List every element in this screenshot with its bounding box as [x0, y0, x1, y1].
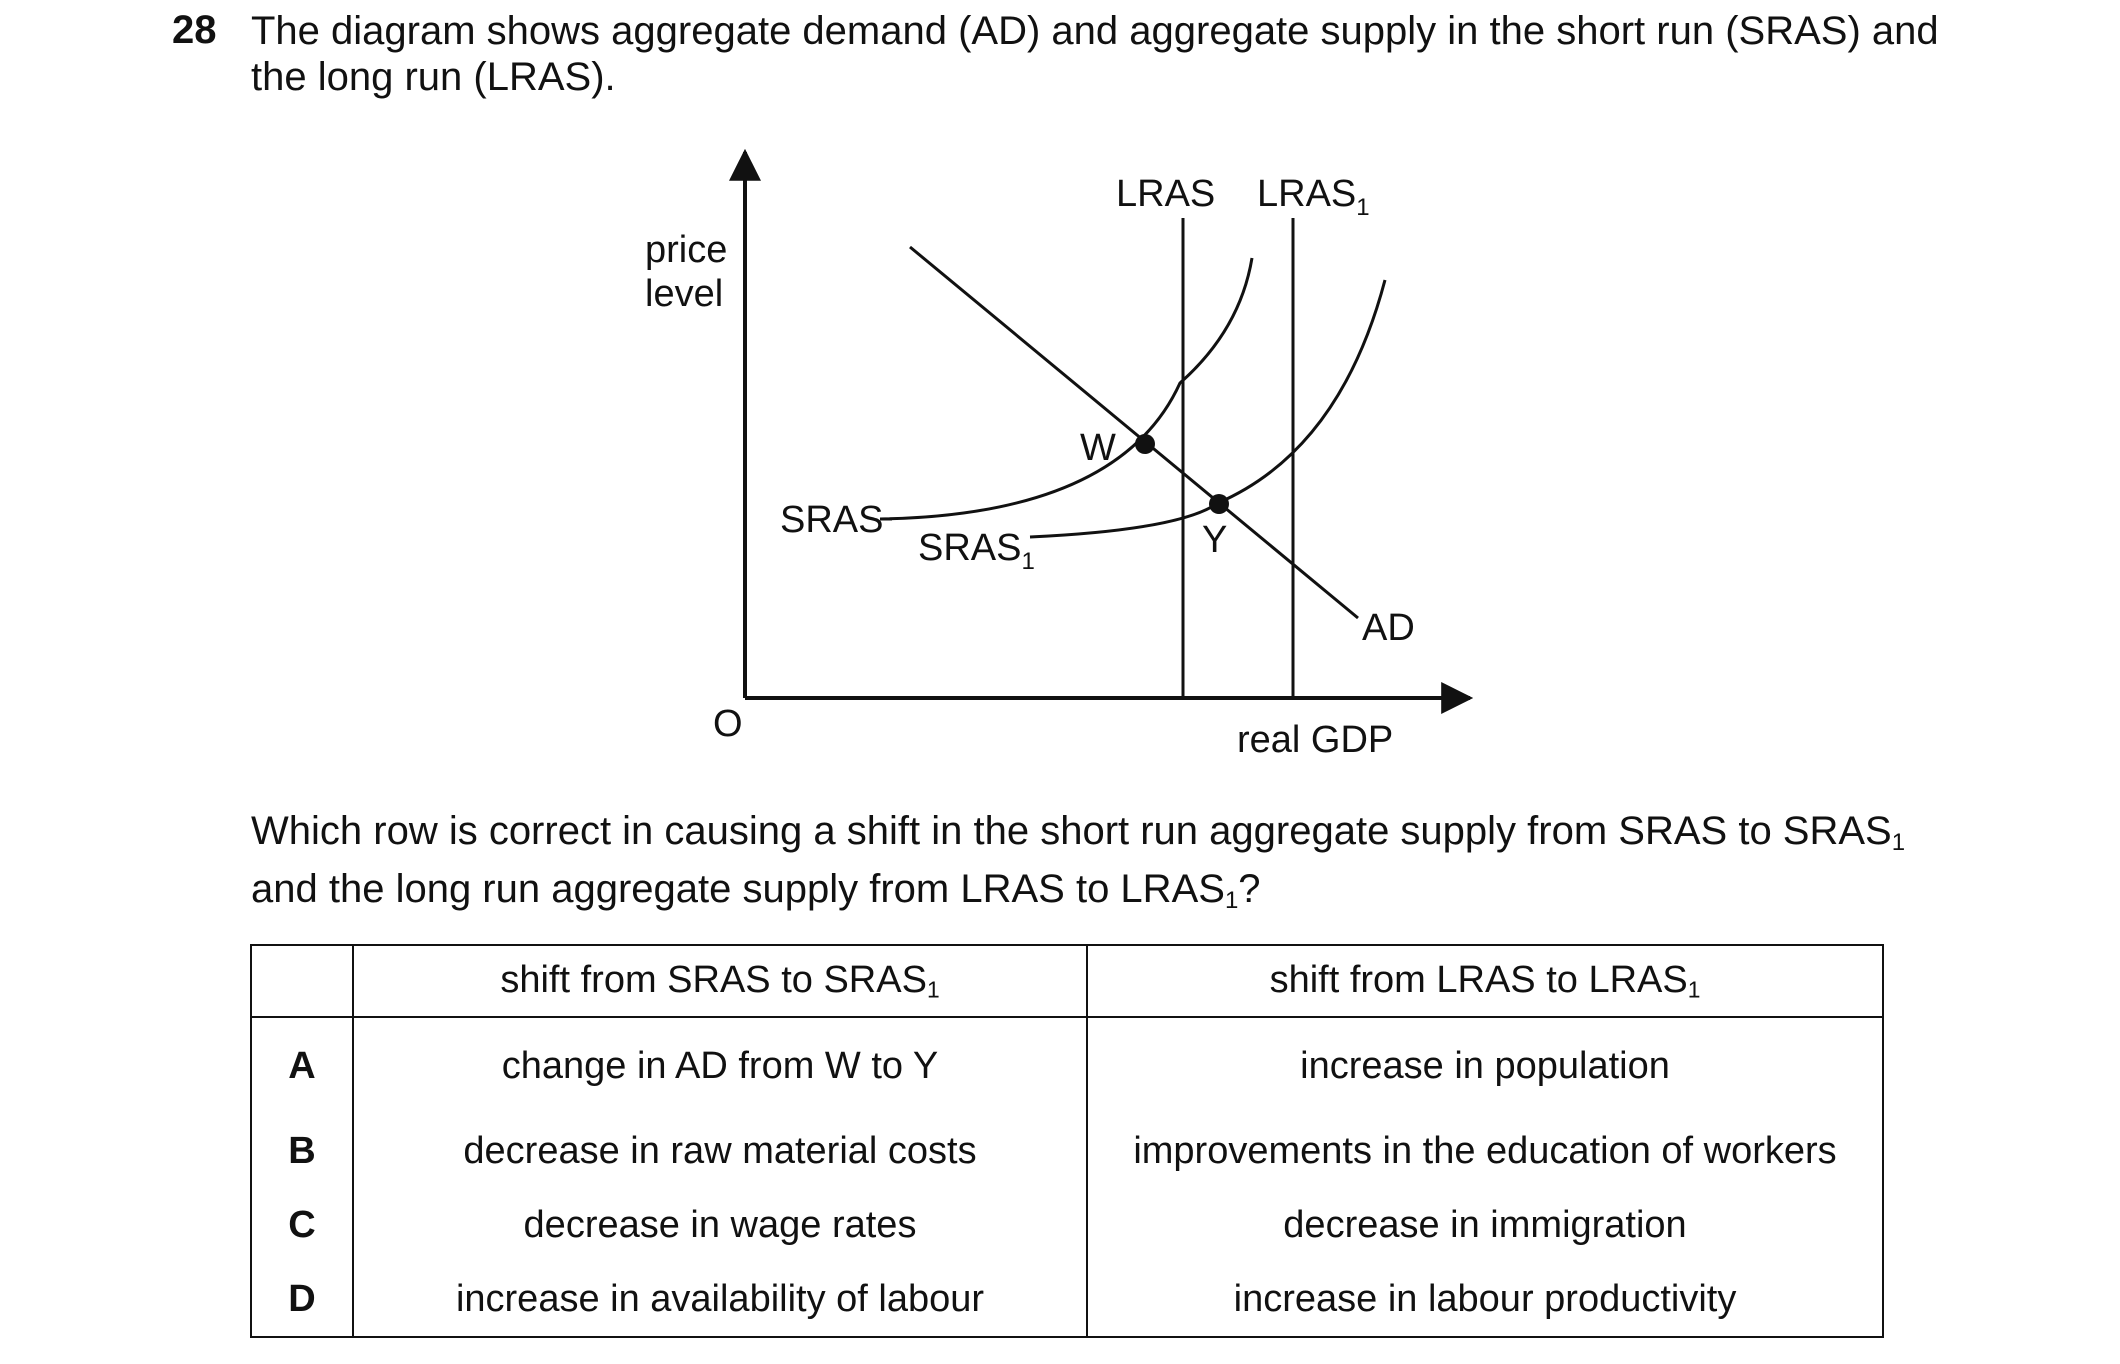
question-text-line2: the long run (LRAS). — [251, 55, 616, 99]
lras1-label-subscript: 1 — [1356, 194, 1369, 221]
prompt-line1-text: Which row is correct in causing a shift … — [251, 809, 1892, 853]
table-row-b[interactable]: B decrease in raw material costs improve… — [250, 1114, 1884, 1188]
prompt-line1: Which row is correct in causing a shift … — [251, 808, 1951, 866]
sras1-label-subscript: 1 — [1021, 548, 1034, 575]
lras1-label-text: LRAS — [1257, 173, 1356, 215]
x-axis-label: real GDP — [1237, 719, 1393, 761]
y-axis-label-line2: level — [645, 273, 723, 315]
option-c-sras: decrease in wage rates — [352, 1188, 1088, 1262]
sras-curve — [879, 257, 1254, 521]
lras1-label: LRAS1 — [1257, 173, 1370, 221]
table-row-c[interactable]: C decrease in wage rates decrease in imm… — [250, 1188, 1884, 1262]
header-sras-cell: shift from SRAS to SRAS1 — [352, 944, 1088, 1018]
question-text-line1: The diagram shows aggregate demand (AD) … — [251, 9, 1939, 53]
option-b-lras: improvements in the education of workers — [1086, 1114, 1884, 1188]
header-sras-text: shift from SRAS to SRAS — [500, 958, 927, 1001]
options-table: shift from SRAS to SRAS1 shift from LRAS… — [250, 944, 1884, 1338]
point-w — [1135, 434, 1155, 454]
point-y — [1209, 494, 1229, 514]
question-number: 28 — [172, 8, 217, 52]
option-d-sras: increase in availability of labour — [352, 1262, 1088, 1338]
option-a-lras: increase in population — [1086, 1017, 1884, 1114]
point-y-label: Y — [1202, 519, 1227, 561]
option-b-sras: decrease in raw material costs — [352, 1114, 1088, 1188]
prompt-line2-text: and the long run aggregate supply from L… — [251, 867, 1225, 911]
lras-label: LRAS — [1116, 173, 1215, 215]
ad-line — [909, 245, 1359, 620]
sras-label: SRAS — [780, 499, 883, 541]
option-a-sras: change in AD from W to Y — [352, 1017, 1088, 1114]
header-sras-subscript: 1 — [926, 976, 940, 1003]
option-letter-b[interactable]: B — [250, 1114, 354, 1188]
question-prompt: Which row is correct in causing a shift … — [251, 808, 1951, 924]
option-letter-c[interactable]: C — [250, 1188, 354, 1262]
prompt-line2-end: ? — [1238, 867, 1261, 911]
sras1-label: SRAS1 — [918, 527, 1035, 575]
prompt-line1-subscript: 1 — [1891, 829, 1906, 856]
point-w-label: W — [1080, 427, 1116, 469]
option-letter-d[interactable]: D — [250, 1262, 354, 1338]
option-c-lras: decrease in immigration — [1086, 1188, 1884, 1262]
header-lras-cell: shift from LRAS to LRAS1 — [1086, 944, 1884, 1018]
option-d-lras: increase in labour productivity — [1086, 1262, 1884, 1338]
origin-label: O — [713, 703, 743, 745]
table-header-row: shift from SRAS to SRAS1 shift from LRAS… — [250, 944, 1884, 1018]
prompt-line2-subscript: 1 — [1224, 887, 1239, 914]
question-text: The diagram shows aggregate demand (AD) … — [251, 8, 1951, 100]
table-row-a[interactable]: A change in AD from W to Y increase in p… — [250, 1017, 1884, 1114]
table-row-d[interactable]: D increase in availability of labour inc… — [250, 1262, 1884, 1338]
sras1-label-text: SRAS — [918, 527, 1021, 569]
y-axis-label-line1: price — [645, 229, 727, 271]
header-lras-subscript: 1 — [1687, 976, 1701, 1003]
ad-label: AD — [1362, 607, 1415, 649]
header-lras-text: shift from LRAS to LRAS — [1269, 958, 1688, 1001]
header-blank-cell — [250, 944, 354, 1018]
prompt-line2: and the long run aggregate supply from L… — [251, 866, 1951, 924]
option-letter-a[interactable]: A — [250, 1017, 354, 1114]
sras1-curve — [1029, 279, 1387, 539]
